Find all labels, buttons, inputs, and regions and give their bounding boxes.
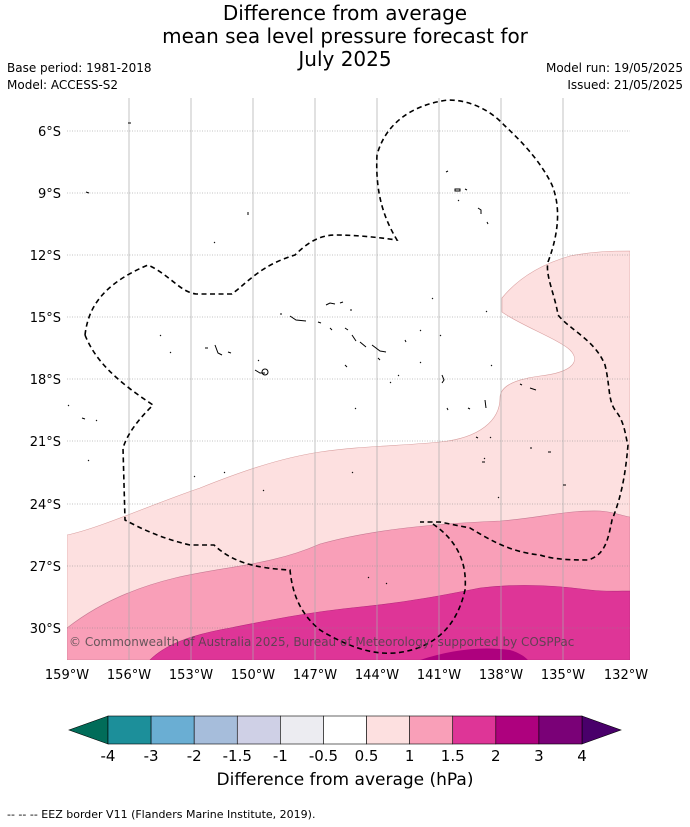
model-run: Model run: 19/05/2025 [545, 61, 683, 75]
lon-tick-159w: 159°W [45, 668, 89, 683]
colorbar-segment [193, 715, 238, 745]
colorbar-segment [538, 715, 583, 745]
colorbar-segments [107, 715, 583, 745]
lat-tick-15s: 15°S [30, 311, 61, 326]
colorbar-tick-label: -1.5 [223, 747, 252, 765]
colorbar-tick-label: 4 [577, 747, 587, 765]
lon-tick-150w: 150°W [231, 668, 275, 683]
colorbar-tick-label: -4 [101, 747, 116, 765]
copyright-text: © Commonwealth of Australia 2025, Bureau… [69, 635, 574, 649]
colorbar-segment [280, 715, 324, 745]
lat-tick-18s: 18°S [30, 373, 61, 388]
lon-tick-141w: 141°W [417, 668, 461, 683]
lat-tick-30s: 30°S [30, 622, 61, 637]
colorbar-segment [452, 715, 497, 745]
colorbar-tick-label: 3 [534, 747, 544, 765]
lon-tick-147w: 147°W [293, 668, 337, 683]
lat-tick-12s: 12°S [30, 249, 61, 264]
title-line-3: July 2025 [298, 47, 392, 71]
colorbar-segment [323, 715, 367, 745]
title-line-2: mean sea level pressure forecast for [162, 24, 528, 48]
islands [67, 122, 566, 585]
lat-tick-labels: 6°S 9°S 12°S 15°S 18°S 21°S 24°S 27°S 30… [30, 125, 61, 637]
colorbar-tick-label: 2 [491, 747, 501, 765]
title-line-1: Difference from average [222, 1, 468, 25]
chart-title: Difference from average mean sea level p… [0, 2, 690, 71]
lon-tick-132w: 132°W [604, 668, 648, 683]
lon-tick-135w: 135°W [541, 668, 585, 683]
colorbar-segment [107, 715, 152, 745]
lon-tick-138w: 138°W [479, 668, 523, 683]
colorbar: -4 -3 -2 -1.5 -1 -0.5 0.5 1 1.5 2 3 4 [68, 715, 622, 765]
lat-tick-21s: 21°S [30, 435, 61, 450]
meta-left: Base period: 1981-2018 Model: ACCESS-S2 [7, 60, 152, 94]
lat-tick-27s: 27°S [30, 560, 61, 575]
colorbar-segment [150, 715, 195, 745]
colorbar-labels: -4 -3 -2 -1.5 -1 -0.5 0.5 1 1.5 2 3 4 [101, 747, 587, 765]
colorbar-tick-label: -2 [187, 747, 202, 765]
colorbar-segment [495, 715, 540, 745]
lat-tick-24s: 24°S [30, 498, 61, 513]
footer-legend: -- -- -- EEZ border V11 (Flanders Marine… [7, 808, 316, 821]
colorbar-tick-label: 1.5 [441, 747, 465, 765]
lat-tick-6s: 6°S [38, 125, 61, 140]
lon-tick-153w: 153°W [169, 668, 213, 683]
colorbar-title: Difference from average (hPa) [216, 770, 474, 790]
eez-borders [84, 99, 629, 655]
colorbar-segment [366, 715, 410, 745]
lon-tick-156w: 156°W [107, 668, 151, 683]
map-area: © Commonwealth of Australia 2025, Bureau… [67, 98, 630, 660]
colorbar-segment [236, 715, 281, 745]
colorbar-under-arrow [68, 715, 109, 745]
lon-tick-labels: 159°W 156°W 153°W 150°W 147°W 144°W 141°… [45, 668, 648, 683]
issued-date: Issued: 21/05/2025 [567, 78, 683, 92]
model-name: Model: ACCESS-S2 [7, 78, 119, 92]
colorbar-tick-label: 0.5 [355, 747, 379, 765]
base-period: Base period: 1981-2018 [7, 61, 152, 75]
lon-gridlines [128, 98, 564, 660]
colorbar-segment [409, 715, 454, 745]
meta-right: Model run: 19/05/2025 Issued: 21/05/2025 [546, 60, 683, 94]
colorbar-tick-label: -1 [273, 747, 288, 765]
colorbar-tick-label: -0.5 [309, 747, 338, 765]
lon-tick-144w: 144°W [355, 668, 399, 683]
colorbar-tick-label: 1 [405, 747, 415, 765]
lat-tick-9s: 9°S [38, 187, 61, 202]
anomaly-band-1.5-2 [149, 585, 630, 660]
colorbar-over-arrow [581, 715, 622, 745]
colorbar-tick-label: -3 [144, 747, 159, 765]
